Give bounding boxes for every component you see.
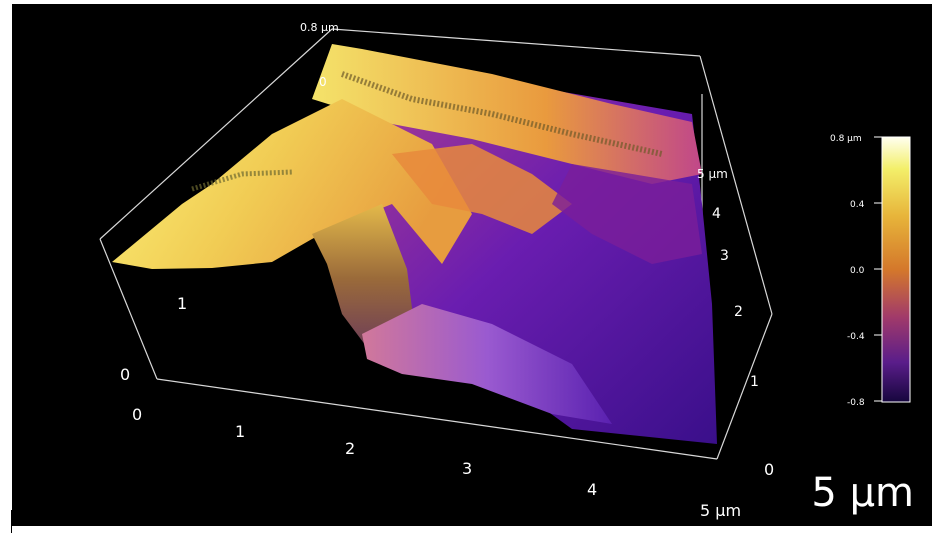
y-tick-2: 2: [734, 304, 743, 320]
y-tick-0: 0: [764, 460, 774, 479]
left-z-tick-1: 1: [177, 294, 187, 313]
colorbar-tick-0: 0.8 µm: [830, 134, 862, 144]
colorbar-tick-4: -0.8: [847, 398, 865, 408]
y-tick-3: 3: [720, 248, 729, 264]
right-purple-slope: [552, 164, 702, 264]
colorbar: 0.8 µm 0.4 0.0 -0.4 -0.8: [830, 134, 911, 408]
y-tick-5: 5 µm: [697, 167, 728, 181]
bounding-box: [99, 28, 773, 460]
height-surface: [112, 44, 717, 444]
y-tick-1: 1: [750, 374, 759, 390]
x-tick-3: 3: [462, 459, 472, 478]
ridge-texture: [340, 71, 663, 157]
colorbar-tick-1: 0.4: [850, 200, 865, 210]
z-zero-label: 0: [319, 75, 327, 89]
axis-labels: 0.8 µm 0 1 0 0 1 2 3 4 5 µm 0 1 2 3 4 5 …: [120, 21, 774, 520]
z-top-label: 0.8 µm: [300, 21, 339, 34]
render-panel: 0.8 µm 0 1 0 0 1 2 3 4 5 µm 0 1 2 3 4 5 …: [12, 4, 932, 526]
central-cliff: [312, 204, 414, 354]
front-terrace: [362, 304, 612, 424]
left-edge-rule: [11, 510, 12, 533]
left-step-texture: [191, 169, 293, 192]
x-tick-4: 4: [587, 480, 597, 499]
colorbar-tick-3: -0.4: [847, 332, 865, 342]
top-ridge: [312, 44, 702, 184]
colorbar-tick-2: 0.0: [850, 266, 865, 276]
y-tick-4: 4: [712, 206, 721, 222]
left-z-tick-0: 0: [120, 365, 130, 384]
x-tick-0: 0: [132, 405, 142, 424]
scale-bar-label: 5 µm: [811, 470, 914, 516]
mid-orange-terrace: [392, 144, 572, 234]
surface-render: 0.8 µm 0 1 0 0 1 2 3 4 5 µm 0 1 2 3 4 5 …: [99, 21, 911, 520]
x-tick-1: 1: [235, 422, 245, 441]
x-tick-5: 5 µm: [700, 501, 741, 520]
upper-left-plateau: [112, 99, 472, 269]
x-tick-2: 2: [345, 439, 355, 458]
colorbar-gradient: [881, 136, 911, 403]
